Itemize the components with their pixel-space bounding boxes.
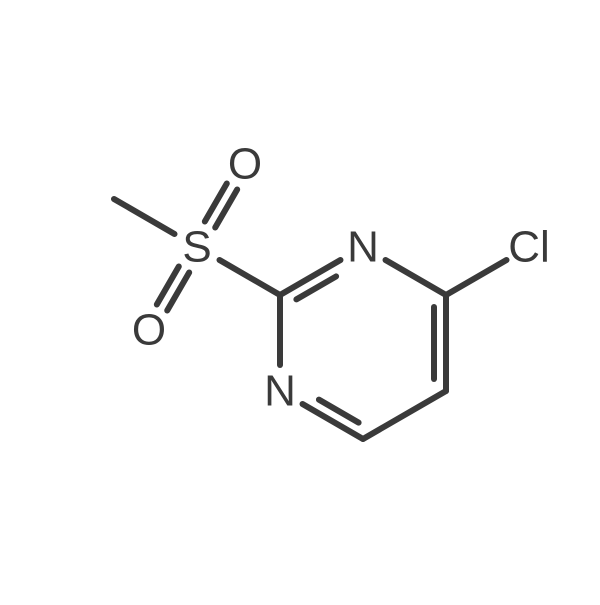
bond-C4-C5 bbox=[363, 391, 446, 439]
bond-S-CH3 bbox=[114, 199, 174, 234]
bond-C6-Cl bbox=[446, 260, 506, 295]
atom-label-S: S bbox=[182, 223, 211, 272]
atom-label-N3: N bbox=[264, 367, 296, 416]
atom-label-Cl: Cl bbox=[508, 223, 550, 272]
bond-N1-C6 bbox=[386, 260, 446, 295]
atom-label-O1: O bbox=[228, 140, 262, 189]
atom-label-O2: O bbox=[132, 306, 166, 355]
bond-C2-S bbox=[220, 260, 280, 295]
molecule-canvas: N N Cl SO O bbox=[0, 0, 600, 600]
atom-label-N1: N bbox=[347, 223, 379, 272]
